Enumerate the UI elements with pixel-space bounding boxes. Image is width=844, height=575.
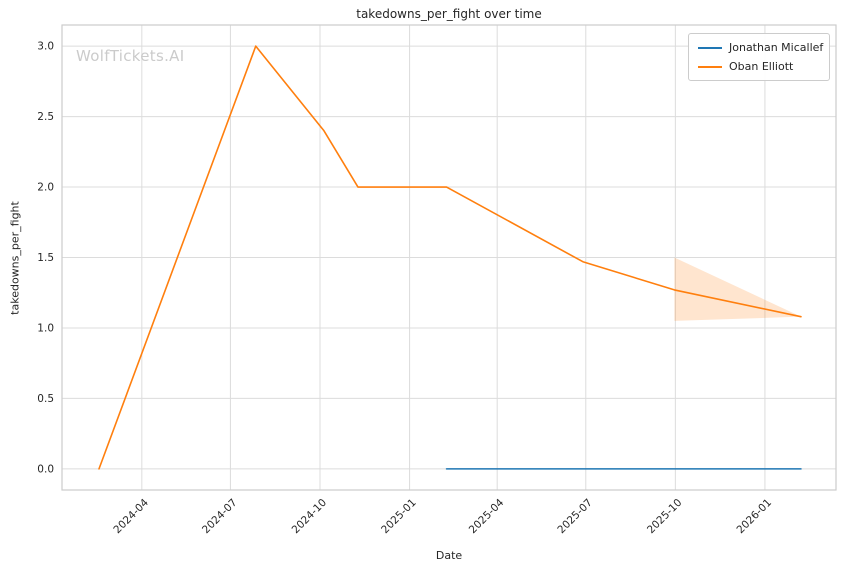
x-tick-label: 2024-04 (111, 496, 151, 536)
x-tick-label: 2025-04 (467, 496, 507, 536)
y-tick-label: 3.0 (37, 41, 54, 53)
x-tick-label: 2025-10 (645, 497, 685, 537)
series-line-oban-elliott (98, 45, 802, 470)
y-tick-label: 0.5 (37, 393, 54, 405)
confidence-band (674, 257, 801, 321)
legend-entry-jonathan-micallef: Jonathan Micallef (698, 41, 824, 54)
x-tick-label: 2026-01 (735, 497, 775, 537)
y-tick-label: 2.0 (37, 182, 54, 194)
legend-label: Oban Elliott (729, 60, 794, 73)
y-tick-label: 2.5 (37, 111, 54, 123)
legend-label: Jonathan Micallef (729, 41, 824, 54)
y-tick-label: 1.0 (37, 322, 54, 334)
y-tick-label: 0.0 (37, 463, 54, 475)
x-tick-label: 2025-01 (379, 497, 419, 537)
plot-border (61, 24, 837, 491)
x-axis-label: Date (435, 549, 463, 562)
x-tick-label: 2024-07 (200, 497, 240, 537)
x-tick-label: 2024-10 (290, 497, 330, 537)
legend-line-swatch-blue (698, 46, 722, 49)
y-tick-label: 1.5 (37, 252, 54, 264)
chart-title: takedowns_per_fight over time (356, 7, 542, 21)
watermark: WolfTickets.AI (76, 47, 185, 65)
x-tick-label: 2025-07 (555, 497, 595, 537)
legend: Jonathan Micallef Oban Elliott (688, 33, 830, 81)
legend-line-swatch-orange (698, 65, 722, 68)
legend-entry-oban-elliott: Oban Elliott (698, 60, 820, 73)
